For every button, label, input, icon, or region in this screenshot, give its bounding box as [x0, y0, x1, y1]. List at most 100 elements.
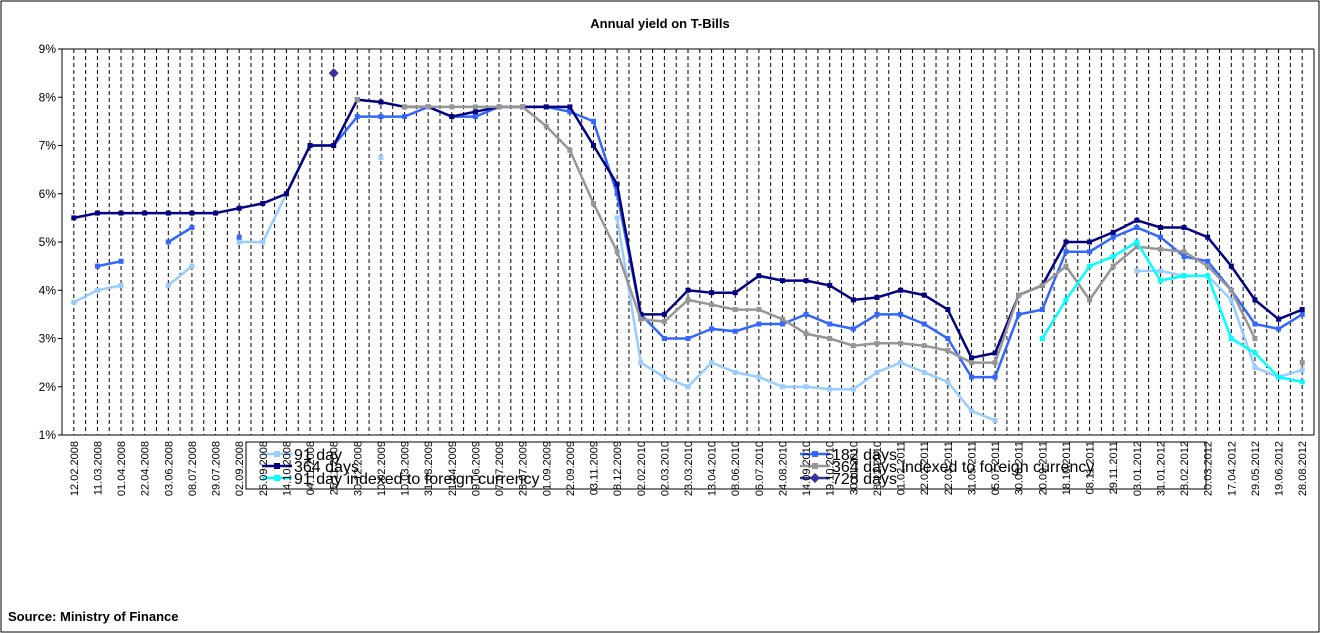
point [472, 114, 478, 120]
point [307, 143, 313, 148]
x-tick-label: 25.09.2008 [258, 441, 270, 496]
point [1252, 350, 1258, 356]
point [1228, 287, 1234, 293]
point [827, 282, 833, 288]
point [921, 369, 927, 375]
point [1157, 278, 1163, 284]
point [968, 355, 974, 361]
point [968, 374, 974, 380]
point [354, 114, 360, 120]
point [94, 210, 100, 216]
point [591, 118, 597, 124]
point [1205, 273, 1211, 279]
x-tick-label: 03.11.2009 [589, 441, 601, 495]
series-line [1041, 240, 1303, 384]
x-tick-label: 23.03.2010 [683, 441, 695, 496]
point [850, 343, 856, 349]
x-tick-label: 20.03.2012 [1203, 441, 1215, 496]
point [1157, 225, 1163, 231]
point [118, 210, 124, 216]
point [1063, 263, 1069, 269]
x-tick-label: 22.04.2008 [140, 441, 152, 496]
x-tick-label: 10.02.2009 [376, 441, 388, 496]
legend [245, 441, 1207, 490]
point [1110, 253, 1116, 259]
point [732, 307, 738, 313]
point [1039, 282, 1045, 288]
x-tick-label: 22.09.2009 [565, 441, 577, 496]
point [992, 418, 998, 424]
source: Source: Ministry of Finance [8, 609, 178, 624]
point [118, 258, 124, 264]
x-tick-label: 19.06.2012 [1274, 441, 1286, 496]
x-tick-label: 10.03.2009 [400, 441, 412, 496]
point [709, 326, 715, 332]
point [756, 273, 762, 279]
point [638, 311, 644, 317]
point [661, 319, 667, 325]
point [1087, 263, 1093, 269]
point [732, 328, 738, 334]
y-tick-label: 4% [39, 283, 57, 297]
point [850, 386, 856, 392]
point [1157, 246, 1163, 252]
x-tick-label: 01.04.2008 [116, 441, 128, 496]
point [189, 210, 195, 216]
point [803, 278, 809, 284]
point [354, 97, 360, 103]
point [1252, 297, 1258, 303]
point [236, 205, 242, 211]
point [94, 287, 100, 293]
point [1016, 311, 1022, 317]
legend-label: 91 day [294, 447, 342, 464]
point [378, 114, 384, 120]
x-tick-label: 08.11.2011 [1085, 441, 1097, 494]
point [921, 292, 927, 298]
x-tick-label: 13.04.2010 [707, 441, 719, 496]
legend-marker [274, 475, 280, 481]
y-tick-label: 9% [39, 42, 57, 56]
point [1205, 234, 1211, 240]
x-tick-label: 28.07.2009 [518, 441, 530, 496]
point [638, 316, 644, 322]
x-tick-label: 02.02.2010 [636, 441, 648, 496]
point [189, 263, 195, 269]
point [614, 215, 620, 221]
legend-marker [810, 473, 820, 483]
x-tick-label: 18.10.2011 [1061, 441, 1073, 495]
point [331, 143, 337, 148]
point [1228, 297, 1234, 303]
point [1016, 292, 1022, 298]
point [779, 278, 785, 284]
point [827, 386, 833, 392]
point [1299, 367, 1305, 373]
point [945, 379, 951, 385]
point [567, 147, 573, 153]
x-tick-label: 14.10.2008 [281, 441, 293, 496]
point [756, 374, 762, 380]
x-tick-label: 09.06.2009 [470, 441, 482, 496]
point [850, 326, 856, 332]
point [1299, 360, 1305, 366]
point [378, 99, 384, 105]
x-tick-label: 28.08.2012 [1297, 441, 1309, 496]
point [638, 360, 644, 366]
point [614, 181, 620, 187]
point [328, 68, 339, 79]
point [614, 249, 620, 255]
point [472, 109, 478, 115]
point [898, 360, 904, 366]
point [1087, 297, 1093, 303]
x-tick-label: 31.01.2012 [1155, 441, 1167, 496]
point [1063, 239, 1069, 245]
point [591, 200, 597, 206]
point [165, 210, 171, 216]
point [898, 340, 904, 346]
point [803, 384, 809, 390]
x-tick-label: 02.03.2010 [659, 441, 671, 496]
point [898, 287, 904, 293]
x-tick-label: 30.12.2008 [352, 441, 364, 496]
point [236, 234, 242, 240]
point [827, 321, 833, 327]
